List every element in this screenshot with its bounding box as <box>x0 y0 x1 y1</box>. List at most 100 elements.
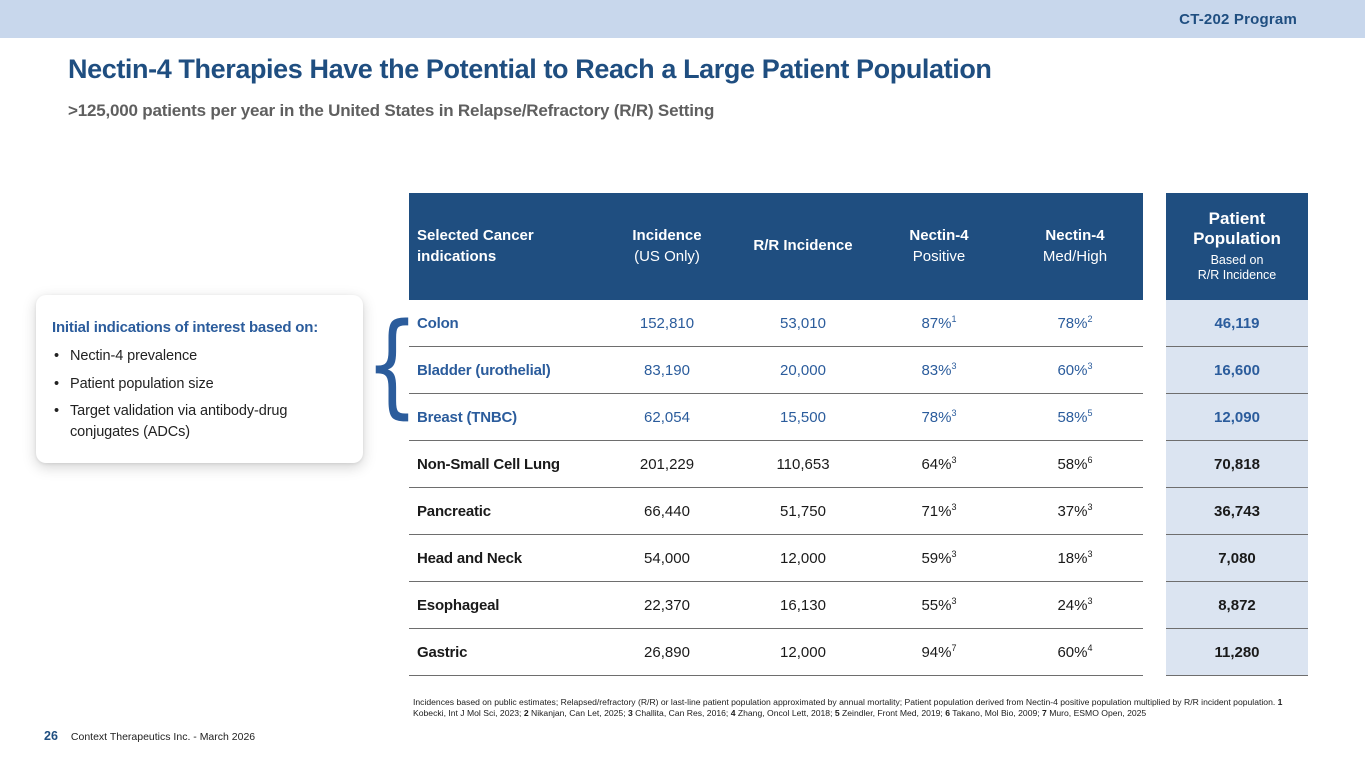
program-label: CT-202 Program <box>1179 10 1297 28</box>
cell-indication: Gastric <box>417 643 468 661</box>
patient-population-cell: 12,090 <box>1166 394 1308 441</box>
cell-nectin4-medhigh: 58%5 <box>1057 407 1093 426</box>
cell-rr-incidence: 51,750 <box>780 502 826 520</box>
patient-population-column: Patient Population Based on R/R Incidenc… <box>1166 193 1308 676</box>
footnote-ref: 4 <box>1087 642 1093 653</box>
patient-population-cell: 8,872 <box>1166 582 1308 629</box>
cell-nectin4-positive: 94%7 <box>921 642 957 661</box>
cell-nectin4-positive: 55%3 <box>921 595 957 614</box>
bullet-icon: • <box>54 375 59 392</box>
footnote-ref: 7 <box>951 642 957 653</box>
footnote-ref: 1 <box>951 313 957 324</box>
cell-indication: Esophageal <box>417 596 500 614</box>
page-title: Nectin-4 Therapies Have the Potential to… <box>68 54 992 84</box>
callout-bullet: • Target validation via antibody-drug co… <box>52 401 347 442</box>
cell-incidence: 66,440 <box>644 502 690 520</box>
footnote-ref: 3 <box>1087 501 1093 512</box>
cell-indication: Non-Small Cell Lung <box>417 455 560 473</box>
table-row: Head and Neck 54,000 12,000 59%3 18%3 <box>409 535 1143 582</box>
patient-population-cell: 16,600 <box>1166 347 1308 394</box>
callout-bullet: • Patient population size <box>52 374 347 395</box>
cell-incidence: 62,054 <box>644 408 690 426</box>
footnote-ref: 3 <box>951 407 957 418</box>
footnote-ref: 3 <box>1087 548 1093 559</box>
cell-nectin4-medhigh: 60%4 <box>1057 642 1093 661</box>
cell-nectin4-medhigh: 24%3 <box>1057 595 1093 614</box>
cell-nectin4-positive: 78%3 <box>921 407 957 426</box>
cell-nectin4-medhigh: 18%3 <box>1057 548 1093 567</box>
cell-rr-incidence: 16,130 <box>780 596 826 614</box>
column-header-indications: Selected Cancer indications <box>417 227 534 265</box>
footnote-ref: 2 <box>1087 313 1093 324</box>
callout-bullet-text: Patient population size <box>70 375 214 392</box>
curly-brace-icon: { <box>365 300 419 430</box>
page-subtitle: >125,000 patients per year in the United… <box>68 101 715 120</box>
table-body: Colon 152,810 53,010 87%1 78%2 Bladder (… <box>409 300 1143 676</box>
footnote-ref: 3 <box>951 548 957 559</box>
callout-card: Initial indications of interest based on… <box>36 295 363 463</box>
company-attribution: Context Therapeutics Inc. - March 2026 <box>70 731 256 743</box>
footnote-ref: 3 <box>951 454 957 465</box>
cell-nectin4-positive: 59%3 <box>921 548 957 567</box>
top-bar: CT-202 Program <box>0 0 1365 38</box>
cell-rr-incidence: 110,653 <box>776 455 830 473</box>
cell-indication: Head and Neck <box>417 549 522 567</box>
cell-nectin4-positive: 71%3 <box>921 501 957 520</box>
callout-title: Initial indications of interest based on… <box>52 319 318 336</box>
table-row: Esophageal 22,370 16,130 55%3 24%3 <box>409 582 1143 629</box>
callout-bullet-text: Nectin-4 prevalence <box>70 348 198 364</box>
cell-rr-incidence: 15,500 <box>780 408 826 426</box>
cell-indication: Bladder (urothelial) <box>417 361 551 379</box>
footnote-ref: 6 <box>1087 454 1093 465</box>
footnote-text: Incidences based on public estimates; Re… <box>413 697 1283 719</box>
column-header-incidence: Incidence (US Only) <box>632 227 702 265</box>
cell-indication: Breast (TNBC) <box>417 408 517 426</box>
cell-rr-incidence: 12,000 <box>780 643 826 661</box>
callout-bullet-text: Target validation via antibody-drug conj… <box>70 403 288 440</box>
callout-bullet: • Nectin-4 prevalence <box>52 346 347 367</box>
footnote-ref: 3 <box>951 595 957 606</box>
patient-population-cell: 36,743 <box>1166 488 1308 535</box>
cell-nectin4-positive: 83%3 <box>921 360 957 379</box>
cell-nectin4-medhigh: 58%6 <box>1057 454 1093 473</box>
patient-population-title: Patient Population <box>1193 208 1281 249</box>
cell-nectin4-medhigh: 60%3 <box>1057 360 1093 379</box>
column-header-rr-incidence: R/R Incidence <box>753 237 853 255</box>
patient-population-cell: 70,818 <box>1166 441 1308 488</box>
footnote-ref: 3 <box>1087 595 1093 606</box>
cell-nectin4-medhigh: 37%3 <box>1057 501 1093 520</box>
cell-rr-incidence: 20,000 <box>780 361 826 379</box>
column-header-nectin4-medhigh: Nectin-4 Med/High <box>1042 227 1108 265</box>
cell-indication: Colon <box>417 314 459 332</box>
cell-incidence: 22,370 <box>644 596 690 614</box>
cell-incidence: 26,890 <box>644 643 690 661</box>
patient-population-header: Patient Population Based on R/R Incidenc… <box>1166 193 1308 300</box>
table-row: Bladder (urothelial) 83,190 20,000 83%3 … <box>409 347 1143 394</box>
footnote-ref: 3 <box>951 501 957 512</box>
footnote-ref: 3 <box>951 360 957 371</box>
table-row: Gastric 26,890 12,000 94%7 60%4 <box>409 629 1143 676</box>
column-header-nectin4-positive: Nectin-4 Positive <box>909 227 969 265</box>
bullet-icon: • <box>54 348 59 364</box>
table-header-row: Selected Cancer indications Incidence (U… <box>409 193 1143 300</box>
footnote-ref: 3 <box>1087 360 1093 371</box>
footnote-ref: 5 <box>1087 407 1093 418</box>
cell-rr-incidence: 53,010 <box>780 314 826 332</box>
cell-rr-incidence: 12,000 <box>780 549 826 567</box>
patient-population-cell: 7,080 <box>1166 535 1308 582</box>
cell-incidence: 54,000 <box>644 549 690 567</box>
patient-population-body: 46,119 16,600 12,090 70,818 36,743 7,080 8,872… <box>1166 300 1308 676</box>
bullet-icon: • <box>54 403 59 420</box>
table-row: Pancreatic 66,440 51,750 71%3 37%3 <box>409 488 1143 535</box>
cell-indication: Pancreatic <box>417 502 491 520</box>
patient-population-cell: 11,280 <box>1166 629 1308 676</box>
page-number: 26 <box>44 729 58 743</box>
cell-incidence: 83,190 <box>644 361 690 379</box>
table-row: Non-Small Cell Lung 201,229 110,653 64%3… <box>409 441 1143 488</box>
cell-incidence: 152,810 <box>639 314 695 332</box>
patient-population-cell: 46,119 <box>1166 300 1308 347</box>
patient-population-subtitle: Based on R/R Incidence <box>1197 252 1277 283</box>
table-row: Colon 152,810 53,010 87%1 78%2 <box>409 300 1143 347</box>
indications-table: Selected Cancer indications Incidence (U… <box>409 193 1143 676</box>
